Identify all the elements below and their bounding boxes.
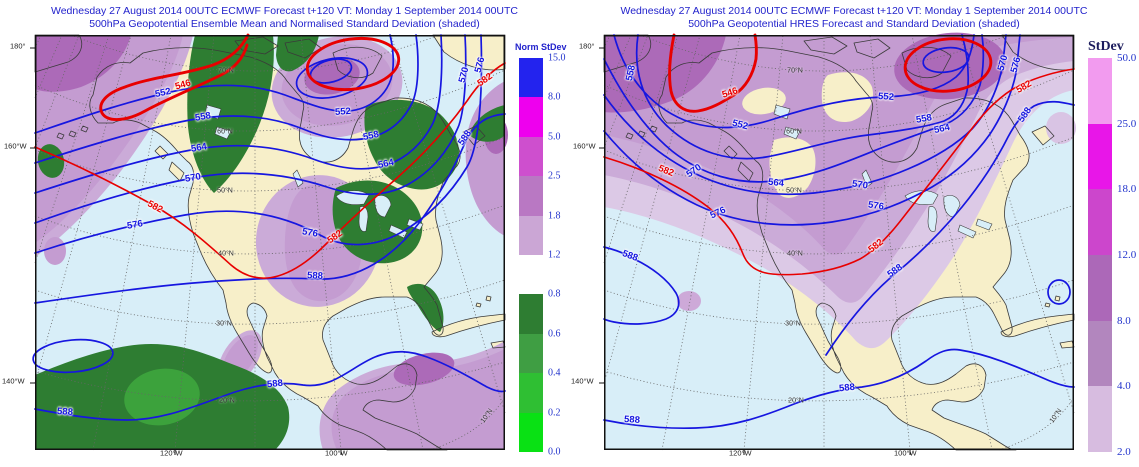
colorbar-tick: 0.0 — [548, 446, 561, 458]
frame-ticks — [599, 47, 911, 455]
colorbar-tick: 1.2 — [548, 249, 561, 261]
colorbar-segment — [519, 97, 543, 137]
colorbar-segment — [519, 176, 543, 216]
colorbar-tick: 2.5 — [548, 170, 561, 182]
contours-blue — [603, 34, 1075, 430]
colorbar-segment — [519, 255, 543, 294]
colorbar-segment — [519, 215, 543, 255]
map-frame — [604, 35, 1074, 450]
colorbar-tick: 0.8 — [548, 288, 561, 300]
colorbar-tick: 25.0 — [1117, 117, 1137, 130]
colorbar-segment — [519, 373, 543, 413]
colorbar-tick: 0.2 — [548, 407, 561, 419]
axis-label: 140°W — [2, 376, 25, 386]
map-frame — [35, 35, 505, 450]
frame-ticks — [30, 47, 342, 455]
contours-red — [603, 33, 1075, 276]
colorbar-tick: 12.0 — [1117, 249, 1137, 261]
stdev-shading — [35, 35, 508, 450]
colorbar-tick: 15.0 — [548, 52, 566, 64]
colorbar-segment — [519, 136, 543, 177]
axis-label: 180° — [579, 41, 595, 51]
colorbar-tick: 1.8 — [548, 210, 561, 222]
colorbar-segment — [519, 412, 543, 452]
panel-hres: Wednesday 27 August 2014 00UTC ECMWF For… — [569, 0, 1139, 467]
map-hres — [599, 32, 1076, 455]
axis-label: 160°W — [4, 141, 27, 151]
colorbar-tick: 0.4 — [548, 367, 561, 379]
colorbar-tick: 0.6 — [548, 328, 561, 340]
colorbar-segment — [519, 294, 543, 334]
colorbar-gradient — [1088, 58, 1112, 452]
colorbar-gradient — [519, 58, 543, 452]
panel-title-line2: 500hPa Geopotential HRES Forecast and St… — [688, 18, 1020, 30]
colorbar-norm-stdev: Norm StDev 15.0 8.0 5.0 2.5 1.8 1.2 0.8 0.6 0.4 0… — [515, 42, 567, 458]
colorbar-tick: 18.0 — [1117, 183, 1137, 196]
colorbar-stdev: StDev 50.0 25.0 18.0 12.0 8.0 4.0 2.0 — [1088, 39, 1136, 458]
colorbar-title: StDev — [1088, 39, 1124, 54]
colorbar-segment — [1088, 123, 1112, 190]
colorbar-tick: 4.0 — [1117, 380, 1131, 393]
colorbar-segment — [1088, 189, 1112, 255]
map-ensemble-mean — [30, 33, 508, 455]
panel-title-line1: Wednesday 27 August 2014 00UTC ECMWF For… — [50, 5, 518, 17]
colorbar-title: Norm StDev — [515, 42, 567, 52]
panel-title-line1: Wednesday 27 August 2014 00UTC ECMWF For… — [620, 5, 1088, 17]
colorbar-tick: 50.0 — [1117, 52, 1137, 64]
colorbar-segment — [1088, 58, 1112, 124]
colorbar-segment — [1088, 386, 1112, 452]
panel-title-line2: 500hPa Geopotential Ensemble Mean and No… — [89, 18, 480, 30]
colorbar-segment — [1088, 320, 1112, 387]
colorbar-segment — [1088, 255, 1112, 321]
colorbar-segment — [519, 333, 543, 374]
colorbar-tick: 5.0 — [548, 131, 561, 143]
panel-ensemble-mean: Wednesday 27 August 2014 00UTC ECMWF For… — [0, 0, 569, 467]
contours-blue — [32, 34, 506, 421]
axis-label: 160°W — [573, 141, 596, 151]
axis-label: 140°W — [571, 376, 594, 386]
colorbar-tick: 8.0 — [1117, 314, 1131, 327]
colorbar-segment — [519, 58, 543, 98]
axis-label: 180° — [10, 41, 26, 51]
colorbar-tick: 2.0 — [1117, 446, 1131, 458]
contours-red — [34, 33, 506, 279]
colorbar-tick: 8.0 — [548, 91, 561, 103]
